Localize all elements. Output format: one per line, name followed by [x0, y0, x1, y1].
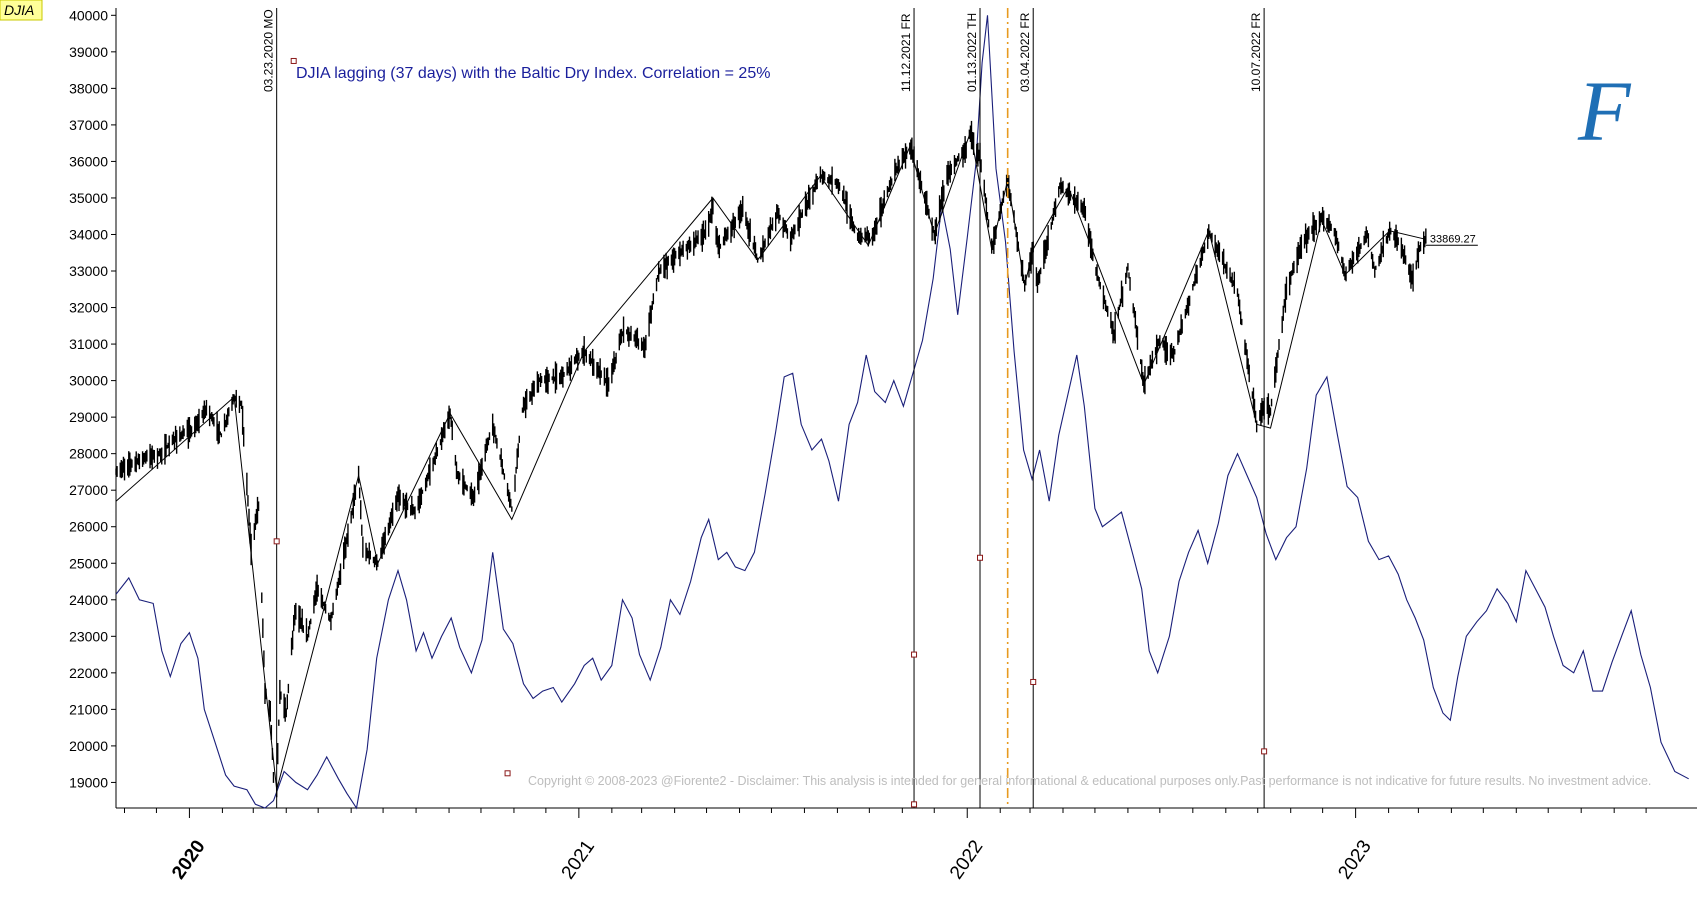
- marker: [273, 538, 280, 545]
- y-tick-label: 20000: [69, 738, 108, 754]
- x-year-label: 2022: [946, 837, 987, 884]
- y-tick-label: 24000: [69, 592, 108, 608]
- event-label: 03.04.2022 FR: [1018, 12, 1032, 92]
- ticker-badge: DJIA: [0, 0, 43, 21]
- djia-trend: [115, 130, 1426, 790]
- ticker-label: DJIA: [4, 2, 34, 18]
- marker: [1030, 678, 1037, 685]
- disclaimer-text: Copyright © 2008-2023 @Fiorente2 - Discl…: [528, 774, 1651, 788]
- y-tick-label: 30000: [69, 373, 108, 389]
- y-tick-label: 25000: [69, 555, 108, 571]
- y-tick-label: 37000: [69, 117, 108, 133]
- y-tick-label: 35000: [69, 190, 108, 206]
- y-tick-label: 29000: [69, 409, 108, 425]
- event-label: 01.13.2022 TH: [965, 13, 979, 92]
- x-axis-ticks: 2020 2021 2022 2023: [124, 808, 1647, 884]
- last-price-label: 33869.27: [1430, 233, 1476, 245]
- y-tick-label: 26000: [69, 519, 108, 535]
- last-price: 33869.27: [1425, 233, 1478, 246]
- y-tick-label: 36000: [69, 153, 108, 169]
- y-tick-label: 34000: [69, 226, 108, 242]
- correlation-annotation: DJIA lagging (37 days) with the Baltic D…: [296, 65, 770, 82]
- marker: [504, 770, 511, 777]
- bdi-series: [115, 15, 1689, 810]
- marker: [911, 801, 918, 808]
- y-tick-label: 38000: [69, 80, 108, 96]
- marker: [1261, 748, 1268, 755]
- marker: [911, 651, 918, 658]
- bdi-line: [115, 15, 1689, 810]
- y-tick-label: 23000: [69, 628, 108, 644]
- marker: [977, 554, 984, 561]
- marker: [290, 57, 297, 64]
- y-tick-label: 19000: [69, 774, 108, 790]
- logo: F: [1577, 63, 1632, 159]
- x-year-label: 2021: [558, 837, 599, 884]
- y-tick-label: 33000: [69, 263, 108, 279]
- axes: [115, 8, 1697, 809]
- trend-line: [115, 130, 1426, 790]
- y-tick-label: 21000: [69, 701, 108, 717]
- x-year-label: 2020: [168, 837, 209, 884]
- logo-letter: F: [1577, 63, 1632, 159]
- x-year-label: 2023: [1334, 837, 1375, 884]
- y-tick-label: 28000: [69, 446, 108, 462]
- event-label: 10.07.2022 FR: [1249, 12, 1263, 92]
- event-label: 03.23.2020 MO: [262, 9, 276, 92]
- y-tick-label: 27000: [69, 482, 108, 498]
- y-tick-label: 22000: [69, 665, 108, 681]
- markers: [273, 57, 1268, 808]
- event-label: 11.12.2021 FR: [899, 13, 913, 92]
- y-tick-label: 39000: [69, 44, 108, 60]
- y-tick-label: 40000: [69, 7, 108, 23]
- y-tick-label: 32000: [69, 300, 108, 316]
- event-lines: 03.23.2020 MO 11.12.2021 FR 01.13.2022 TH 0…: [262, 8, 1265, 808]
- y-axis-ticks: 19000 20000 21000 22000 23000 24000 25000 26000…: [69, 7, 116, 790]
- y-tick-label: 31000: [69, 336, 108, 352]
